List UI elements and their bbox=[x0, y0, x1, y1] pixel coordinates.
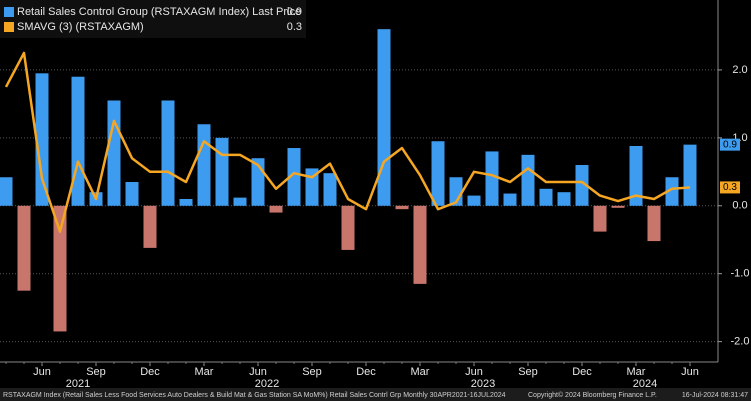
footer-band bbox=[0, 388, 751, 401]
bar bbox=[485, 151, 499, 206]
y-tick-label: -2.0 bbox=[731, 336, 750, 348]
x-tick-label: Sep bbox=[86, 366, 106, 378]
bar bbox=[341, 205, 355, 250]
last-tag bbox=[720, 181, 740, 194]
bar bbox=[395, 205, 409, 210]
bar bbox=[467, 195, 481, 206]
legend-box bbox=[0, 0, 306, 38]
legend-value: 0.3 bbox=[287, 21, 302, 33]
x-tick-label: Jun bbox=[249, 366, 267, 378]
bar bbox=[647, 205, 661, 242]
bar bbox=[629, 146, 643, 206]
last-tag bbox=[720, 138, 740, 151]
timestamp: 16-Jul-2024 08:31:47 bbox=[682, 392, 748, 399]
bar bbox=[179, 198, 193, 206]
bar bbox=[215, 137, 229, 206]
bar bbox=[35, 73, 49, 206]
bar bbox=[107, 100, 121, 206]
x-tick-label: Jun bbox=[465, 366, 483, 378]
bar bbox=[377, 29, 391, 206]
bar bbox=[539, 188, 553, 206]
x-tick-label: Jun bbox=[681, 366, 699, 378]
bar bbox=[0, 177, 13, 206]
x-tick-label: Sep bbox=[302, 366, 322, 378]
x-tick-label: Dec bbox=[356, 366, 376, 378]
bar bbox=[431, 141, 445, 206]
bar bbox=[521, 154, 535, 206]
x-tick-label: Mar bbox=[627, 366, 646, 378]
bar bbox=[269, 205, 283, 213]
bar bbox=[17, 205, 31, 291]
bar bbox=[503, 193, 517, 206]
x-tick-label: Sep bbox=[518, 366, 538, 378]
bar bbox=[287, 148, 301, 206]
legend-label: SMAVG (3) (RSTAXAGM) bbox=[17, 21, 144, 33]
copyright: Copyright© 2024 Bloomberg Finance L.P. bbox=[528, 391, 657, 399]
x-tick-label: Dec bbox=[572, 366, 592, 378]
year-label: 2022 bbox=[255, 378, 279, 390]
y-tick-label: 0.0 bbox=[732, 200, 747, 212]
last-tag-label: 0.9 bbox=[723, 139, 737, 150]
bar bbox=[413, 205, 427, 284]
footer: RSTAXAGM Index (Retail Sales Less Food S… bbox=[3, 392, 506, 399]
x-tick-label: Mar bbox=[195, 366, 214, 378]
bar bbox=[323, 173, 337, 206]
bar bbox=[233, 197, 247, 206]
year-label: 2023 bbox=[471, 378, 495, 390]
bar bbox=[53, 205, 67, 332]
bar bbox=[593, 205, 607, 232]
legend-swatch bbox=[4, 22, 14, 32]
year-label: 2024 bbox=[633, 378, 657, 390]
legend-swatch bbox=[4, 7, 14, 17]
bar bbox=[575, 165, 589, 206]
bar bbox=[665, 177, 679, 206]
x-tick-label: Mar bbox=[411, 366, 430, 378]
bar bbox=[683, 144, 697, 206]
x-tick-label: Jun bbox=[33, 366, 51, 378]
bar bbox=[197, 124, 211, 206]
bar bbox=[161, 100, 175, 206]
bar bbox=[125, 182, 139, 206]
legend-value: 0.9 bbox=[287, 6, 302, 18]
bar bbox=[557, 192, 571, 206]
y-tick-label: -1.0 bbox=[731, 268, 750, 280]
bar bbox=[611, 205, 625, 208]
last-tag-label: 0.3 bbox=[723, 182, 737, 193]
sma-line bbox=[4, 51, 691, 233]
legend-label: Retail Sales Control Group (RSTAXAGM Ind… bbox=[17, 6, 301, 18]
y-tick-label: 2.0 bbox=[732, 64, 747, 76]
bar bbox=[143, 205, 157, 248]
bar bbox=[71, 76, 85, 206]
year-label: 2021 bbox=[66, 378, 90, 390]
x-tick-label: Dec bbox=[140, 366, 160, 378]
